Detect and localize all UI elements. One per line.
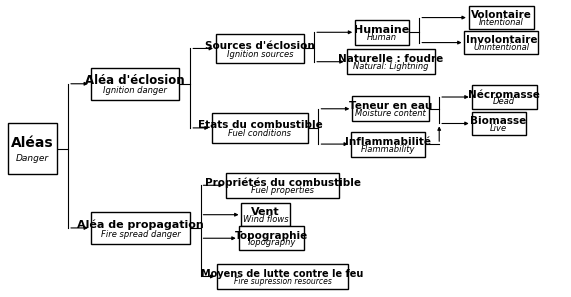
Text: Ignition danger: Ignition danger (103, 86, 167, 95)
Text: Involontaire: Involontaire (466, 35, 537, 45)
Text: Unintentional: Unintentional (473, 43, 529, 52)
Text: Humaine: Humaine (355, 25, 410, 35)
Bar (352, 96, 429, 121)
Text: Propriétés du combustible: Propriétés du combustible (204, 178, 361, 188)
Text: Biomasse: Biomasse (471, 116, 526, 126)
Text: Flammability: Flammability (360, 145, 415, 154)
Text: Fuel conditions: Fuel conditions (228, 129, 291, 138)
Bar (218, 264, 348, 289)
Bar (216, 34, 304, 63)
Bar (242, 203, 289, 227)
Bar (91, 212, 190, 244)
Text: Natural: Lightning: Natural: Lightning (353, 62, 428, 71)
Text: Teneur en eau: Teneur en eau (349, 101, 432, 111)
Text: Live: Live (490, 124, 507, 133)
Text: Sources d'éclosion: Sources d'éclosion (205, 40, 315, 50)
Text: Topography: Topography (247, 238, 296, 247)
Text: Nécromasse: Nécromasse (468, 90, 540, 100)
Text: Fire supression resources: Fire supression resources (234, 277, 332, 286)
Text: Danger: Danger (16, 154, 49, 163)
Text: Aléas: Aléas (11, 137, 54, 151)
Bar (91, 68, 179, 100)
Text: Volontaire: Volontaire (471, 10, 532, 20)
Bar (472, 85, 537, 109)
Text: Vent: Vent (251, 207, 280, 217)
Bar (464, 31, 538, 54)
Text: Inflammabilité: Inflammabilité (345, 137, 431, 147)
Bar (212, 113, 308, 143)
Text: Fire spread danger: Fire spread danger (100, 230, 180, 239)
Text: Human: Human (367, 33, 397, 42)
Text: Wind flows: Wind flows (243, 215, 288, 224)
Text: Etats du combustible: Etats du combustible (198, 120, 322, 130)
Bar (347, 49, 435, 74)
Bar (239, 227, 304, 250)
Bar (355, 20, 409, 45)
Text: Topographie: Topographie (235, 231, 308, 241)
Text: Intentional: Intentional (479, 18, 524, 27)
Bar (472, 112, 525, 135)
Text: Moyens de lutte contre le feu: Moyens de lutte contre le feu (202, 269, 364, 279)
Bar (469, 6, 534, 29)
Text: Aléa d'éclosion: Aléa d'éclosion (85, 74, 185, 87)
Text: Fuel properties: Fuel properties (251, 186, 314, 195)
Bar (9, 124, 57, 173)
Text: Moisture content: Moisture content (355, 109, 426, 118)
Text: Naturelle : foudre: Naturelle : foudre (338, 54, 443, 64)
Text: Dead: Dead (493, 97, 516, 106)
Text: Ignition sources: Ignition sources (227, 50, 293, 59)
Text: Aléa de propagation: Aléa de propagation (77, 219, 204, 230)
Bar (351, 132, 425, 157)
Bar (226, 173, 340, 198)
